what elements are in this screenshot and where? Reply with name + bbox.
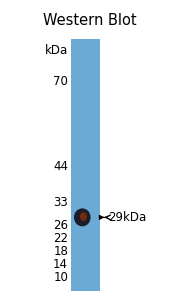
Text: 44: 44	[53, 160, 68, 173]
Text: 29kDa: 29kDa	[108, 211, 146, 224]
Text: 26: 26	[53, 219, 68, 232]
Text: 14: 14	[53, 258, 68, 271]
Text: 18: 18	[53, 245, 68, 258]
Text: 33: 33	[53, 196, 68, 209]
Text: 22: 22	[53, 232, 68, 245]
Text: Western Blot: Western Blot	[43, 13, 137, 28]
Bar	[71, 39, 100, 291]
Text: 10: 10	[53, 272, 68, 284]
Ellipse shape	[74, 208, 91, 226]
Text: kDa: kDa	[45, 44, 68, 57]
Ellipse shape	[80, 212, 87, 221]
Text: 70: 70	[53, 75, 68, 88]
